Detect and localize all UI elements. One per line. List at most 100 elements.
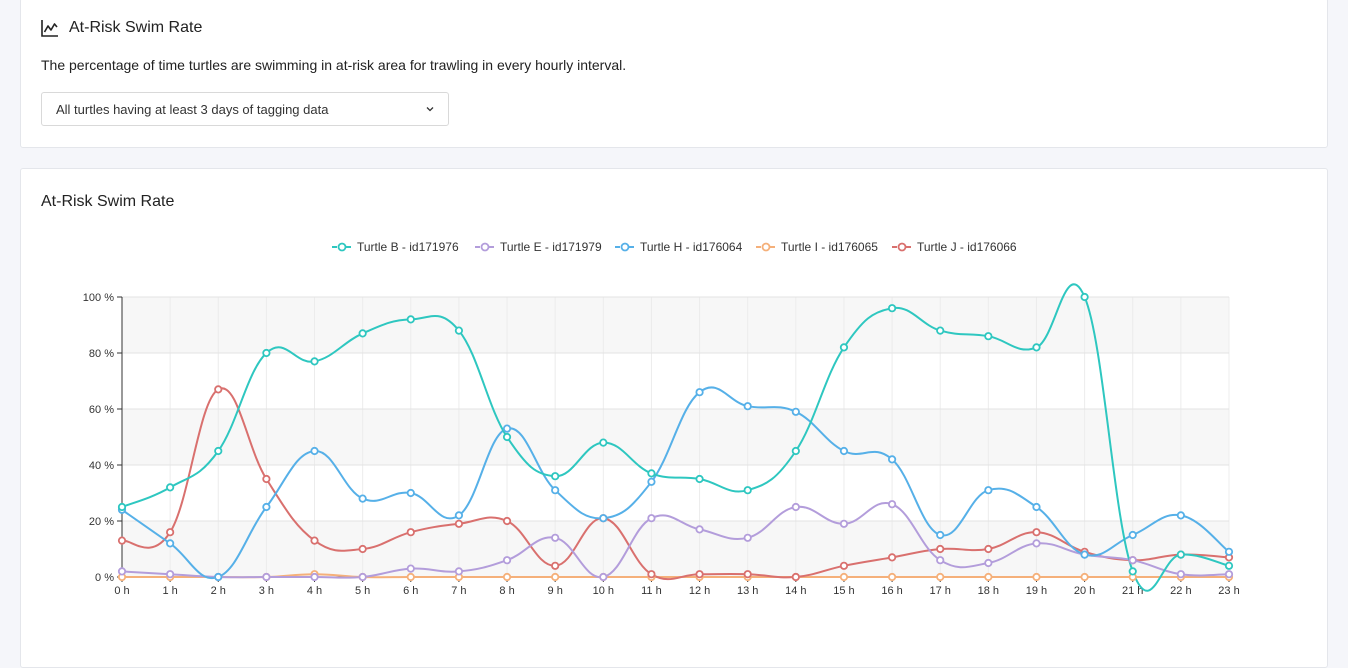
- data-point: [791, 502, 800, 512]
- intro-title-row: At-Risk Swim Rate: [41, 19, 202, 37]
- data-point: [839, 572, 849, 582]
- data-point: [406, 488, 415, 498]
- data-point: [358, 572, 367, 582]
- grid-band: [122, 521, 1229, 577]
- x-tick-label: 13 h: [737, 585, 758, 597]
- x-tick-label: 2 h: [211, 585, 226, 597]
- data-point: [310, 536, 319, 545]
- x-tick-label: 1 h: [162, 585, 177, 597]
- x-tick-label: 23 h: [1218, 585, 1239, 597]
- data-point: [1176, 570, 1185, 579]
- x-tick-label: 4 h: [307, 585, 322, 597]
- x-tick-label: 10 h: [593, 585, 614, 597]
- data-point: [166, 528, 175, 537]
- x-tick-label: 14 h: [785, 585, 806, 597]
- data-point: [262, 572, 271, 582]
- line-chart-icon: [41, 19, 59, 37]
- data-point: [743, 402, 752, 411]
- data-point: [502, 424, 512, 433]
- data-point: [936, 530, 945, 540]
- data-point: [1032, 539, 1041, 548]
- turtle-filter-value: All turtles having at least 3 days of ta…: [56, 101, 329, 117]
- data-point: [262, 348, 271, 358]
- legend-marker-dot: [897, 242, 907, 252]
- x-tick-label: 16 h: [881, 585, 902, 597]
- data-point: [1080, 550, 1089, 559]
- x-tick-label: 0 h: [114, 585, 129, 597]
- data-point: [791, 572, 800, 582]
- x-tick-label: 11 h: [641, 585, 662, 597]
- data-point: [599, 438, 608, 447]
- data-point: [1128, 530, 1137, 540]
- data-point: [1032, 528, 1041, 537]
- turtle-filter-select[interactable]: All turtles having at least 3 days of ta…: [41, 92, 449, 126]
- data-point: [358, 544, 367, 554]
- data-point: [551, 472, 560, 481]
- data-point: [1080, 572, 1089, 582]
- data-point: [695, 570, 704, 579]
- data-point: [887, 572, 897, 582]
- legend-marker-dot: [761, 242, 771, 252]
- legend-marker-dot: [337, 242, 347, 252]
- data-point: [695, 388, 704, 397]
- series-line: [122, 573, 1229, 579]
- data-point: [358, 494, 367, 503]
- data-point: [936, 556, 945, 565]
- x-tick-label: 8 h: [499, 585, 514, 597]
- data-point: [743, 570, 752, 579]
- data-point: [1032, 343, 1041, 352]
- data-point: [551, 572, 560, 582]
- data-point: [502, 572, 512, 582]
- data-point: [647, 477, 656, 486]
- data-point: [936, 326, 945, 335]
- data-point: [1032, 502, 1041, 512]
- data-point: [1128, 556, 1137, 565]
- data-point: [117, 567, 127, 576]
- x-tick-label: 5 h: [355, 585, 370, 597]
- data-point: [599, 514, 608, 523]
- data-point: [406, 572, 415, 582]
- data-point: [887, 553, 897, 562]
- x-tick-label: 9 h: [548, 585, 563, 597]
- legend-item: Turtle E - id171979: [500, 240, 602, 254]
- x-tick-label: 3 h: [259, 585, 274, 597]
- data-point: [936, 544, 945, 554]
- legend-item: Turtle I - id176065: [781, 240, 878, 254]
- data-point: [551, 561, 560, 570]
- legend-marker-dot: [480, 242, 490, 252]
- data-point: [551, 533, 560, 542]
- data-point: [406, 315, 415, 324]
- data-point: [310, 357, 319, 366]
- data-point: [262, 502, 271, 512]
- x-tick-label: 6 h: [403, 585, 418, 597]
- data-point: [214, 446, 223, 456]
- x-tick-label: 19 h: [1026, 585, 1047, 597]
- data-point: [454, 326, 464, 335]
- data-point: [1224, 561, 1234, 570]
- data-point: [166, 483, 175, 492]
- data-point: [166, 539, 175, 548]
- data-point: [454, 511, 464, 520]
- y-tick-label: 40 %: [89, 460, 114, 472]
- y-tick-label: 100 %: [83, 292, 114, 304]
- data-point: [791, 407, 800, 416]
- legend-item: Turtle B - id171976: [357, 240, 459, 254]
- data-point: [214, 385, 223, 394]
- data-point: [791, 446, 800, 456]
- data-point: [695, 525, 704, 534]
- data-point: [502, 516, 512, 526]
- series-line: [121, 386, 1230, 580]
- data-point: [117, 536, 127, 545]
- data-point: [1224, 547, 1234, 556]
- data-point: [551, 486, 560, 495]
- data-point: [839, 519, 849, 528]
- x-tick-label: 18 h: [978, 585, 999, 597]
- x-tick-label: 20 h: [1074, 585, 1095, 597]
- data-point: [743, 533, 752, 542]
- data-point: [310, 572, 319, 582]
- y-tick-label: 0 %: [95, 572, 114, 584]
- y-tick-label: 80 %: [89, 348, 114, 360]
- data-point: [358, 329, 367, 338]
- chart-title: At-Risk Swim Rate: [41, 193, 175, 210]
- data-point: [454, 567, 464, 576]
